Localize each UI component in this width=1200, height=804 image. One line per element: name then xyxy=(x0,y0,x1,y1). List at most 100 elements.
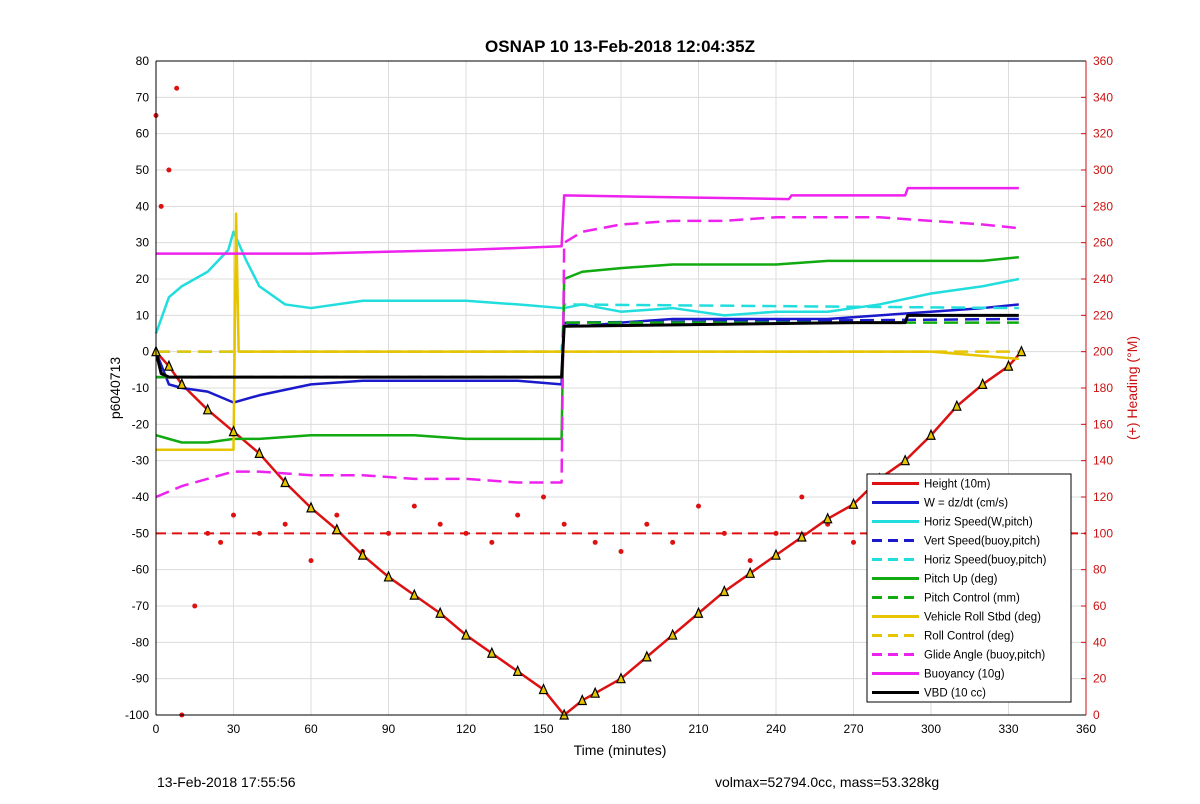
heading-point xyxy=(256,530,262,536)
y-tick-label: -30 xyxy=(132,454,150,468)
y-tick-label: 10 xyxy=(136,308,150,322)
y-tick-label: -20 xyxy=(132,417,150,431)
height-marker xyxy=(435,606,446,618)
footer-date: 13-Feb-2018 17:55:56 xyxy=(157,774,296,790)
heading-point xyxy=(205,530,211,536)
y2-tick-label: 300 xyxy=(1093,163,1113,177)
y-tick-label: 30 xyxy=(136,236,150,250)
heading-point xyxy=(592,539,598,545)
y2-tick-label: 240 xyxy=(1093,272,1113,286)
series-line xyxy=(156,186,1019,255)
heading-point xyxy=(411,503,417,509)
height-marker xyxy=(202,403,213,415)
y2-tick-label: 200 xyxy=(1093,345,1113,359)
y-tick-label: -100 xyxy=(125,708,149,722)
heading-point xyxy=(618,549,624,554)
legend-label: Roll Control (deg) xyxy=(924,631,1014,643)
x-tick-label: 60 xyxy=(304,722,318,736)
legend-label: Vert Speed(buoy,pitch) xyxy=(924,536,1040,548)
legend-label: Buoyancy (10g) xyxy=(924,669,1005,681)
x-tick-label: 240 xyxy=(766,722,786,736)
heading-point xyxy=(386,530,391,536)
height-marker xyxy=(848,497,859,509)
series-line xyxy=(154,313,1019,379)
x-tick-label: 300 xyxy=(921,722,941,736)
height-marker xyxy=(900,454,911,466)
y2-tick-label: 320 xyxy=(1093,127,1113,141)
heading-point xyxy=(158,203,164,209)
height-marker xyxy=(1003,359,1014,371)
y2-tick-label: 180 xyxy=(1093,381,1113,395)
y2-tick-label: 360 xyxy=(1093,54,1113,68)
legend-box xyxy=(866,473,1072,703)
y2-tick-label: 80 xyxy=(1093,563,1107,577)
height-marker xyxy=(228,425,239,437)
height-marker xyxy=(667,628,678,640)
x-tick-label: 90 xyxy=(382,722,396,736)
height-marker xyxy=(254,446,265,458)
y2-tick-label: 100 xyxy=(1093,526,1113,540)
heading-point xyxy=(799,494,805,500)
heading-point xyxy=(696,503,701,509)
y-tick-label: -70 xyxy=(132,599,150,613)
height-marker xyxy=(745,566,756,578)
height-marker xyxy=(822,512,833,524)
y-tick-label: -80 xyxy=(132,635,150,649)
y2-tick-label: 220 xyxy=(1093,308,1113,322)
height-marker xyxy=(176,377,187,389)
y2-tick-label: 20 xyxy=(1093,672,1107,686)
heading-point xyxy=(308,558,314,564)
y-tick-label: 40 xyxy=(136,199,150,213)
y-tick-label: 60 xyxy=(136,127,150,141)
y2-tick-label: 260 xyxy=(1093,236,1113,250)
height-marker xyxy=(590,686,601,698)
grid xyxy=(155,60,1087,716)
legend: Height (10m) W = dz/dt (cm/s) Horiz Speed(… xyxy=(866,473,1072,703)
height-marker xyxy=(796,530,807,542)
height-marker xyxy=(409,588,420,600)
y-axis-label: p6040713 xyxy=(107,357,123,420)
x-tick-label: 120 xyxy=(456,722,476,736)
height-marker xyxy=(486,646,497,658)
y2-tick-label: 40 xyxy=(1093,635,1107,649)
height-marker xyxy=(306,501,316,513)
height-marker xyxy=(163,359,174,371)
heading-point xyxy=(489,539,495,545)
height-marker xyxy=(280,475,291,488)
height-marker xyxy=(616,672,626,684)
legend-label: Pitch Control (mm) xyxy=(924,593,1020,605)
height-marker xyxy=(926,428,936,440)
height-marker xyxy=(331,523,342,535)
y-tick-label: 80 xyxy=(136,54,150,68)
y-tick-label: -90 xyxy=(132,672,150,686)
height-marker xyxy=(1016,345,1027,357)
heading-point xyxy=(721,530,727,536)
footer-volmax-mass: volmax=52794.0cc, mass=53.328kg xyxy=(715,774,940,790)
series-line xyxy=(154,230,1020,334)
y2-tick-label: 120 xyxy=(1093,490,1113,504)
heading-point xyxy=(231,512,236,518)
height-marker xyxy=(577,693,588,706)
x-axis-label: Time (minutes) xyxy=(574,742,667,758)
y-tick-label: 0 xyxy=(142,345,149,359)
height-marker xyxy=(641,650,652,662)
x-tick-label: 360 xyxy=(1076,722,1096,736)
x-tick-label: 180 xyxy=(611,722,631,736)
height-marker xyxy=(538,683,549,695)
height-marker xyxy=(977,377,988,389)
heading-point xyxy=(561,521,567,527)
chart-title: OSNAP 10 13-Feb-2018 12:04:35Z xyxy=(485,37,755,56)
heading-point xyxy=(541,494,546,500)
y2-tick-label: 60 xyxy=(1093,599,1107,613)
heading-point xyxy=(174,85,180,91)
y-tick-label: 20 xyxy=(136,272,150,286)
heading-point xyxy=(644,521,650,527)
heading-point xyxy=(515,512,521,518)
y2-tick-label: 340 xyxy=(1093,90,1113,104)
heading-point xyxy=(437,521,443,527)
heading-point xyxy=(218,539,224,545)
height-marker xyxy=(461,628,471,640)
y-tick-label: 50 xyxy=(136,163,150,177)
x-tick-label: 150 xyxy=(533,722,553,736)
